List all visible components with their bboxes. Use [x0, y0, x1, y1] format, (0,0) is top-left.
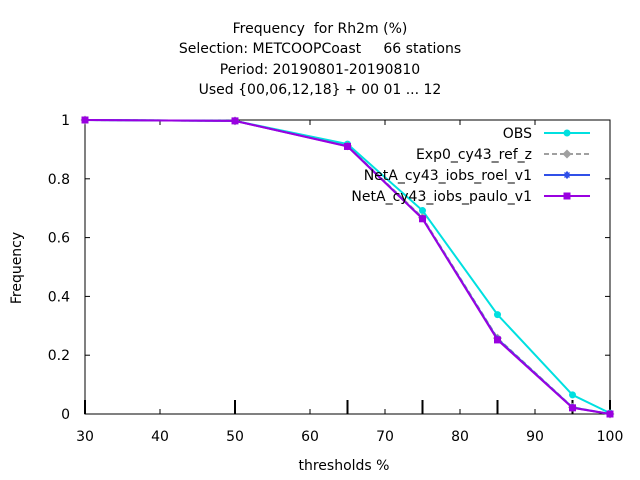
x-tick-label: 30 — [76, 429, 94, 445]
y-tick-label: 0.6 — [48, 231, 70, 247]
legend-label: NetA_cy43_iobs_roel_v1 — [364, 168, 532, 184]
x-tick-label: 100 — [597, 429, 624, 445]
data-point — [419, 215, 426, 223]
legend-label: Exp0_cy43_ref_z — [416, 147, 532, 163]
x-tick-label: 60 — [301, 429, 319, 445]
legend-label: NetA_cy43_iobs_paulo_v1 — [351, 189, 532, 205]
data-point — [494, 336, 501, 344]
legend-marker — [563, 192, 571, 200]
data-point — [231, 117, 239, 125]
series-3 — [81, 116, 614, 418]
x-tick-label: 50 — [226, 429, 244, 445]
data-point — [81, 116, 89, 124]
x-axis-label: thresholds % — [299, 458, 390, 474]
x-tick-label: 70 — [376, 429, 394, 445]
x-tick-label: 40 — [151, 429, 169, 445]
title-line-2: Selection: METCOOPCoast 66 stations — [178, 41, 462, 57]
y-tick-label: 0.4 — [48, 289, 70, 305]
data-point — [344, 142, 351, 150]
legend-marker — [563, 171, 571, 179]
data-point — [569, 391, 576, 399]
title-line-4: Used {00,06,12,18} + 00 01 ... 12 — [198, 82, 442, 98]
legend-marker — [562, 149, 572, 159]
legend-marker — [563, 129, 571, 137]
legend: OBS Exp0_cy43_ref_z NetA_cy43_iobs_roel_v1… — [351, 126, 590, 205]
series-group — [80, 115, 615, 419]
legend-label: OBS — [503, 126, 532, 142]
title-line-3: Period: 20190801-20190810 — [219, 62, 421, 78]
data-point — [606, 410, 614, 418]
series-line — [84, 119, 611, 415]
data-point — [494, 311, 501, 319]
data-point — [569, 404, 576, 412]
x-tick-label: 80 — [451, 429, 469, 445]
y-tick-label: 0.8 — [48, 172, 70, 188]
title-line-1: Frequency for Rh2m (%) — [232, 21, 408, 37]
tick-group: 30 40 50 60 70 80 90 100 0 0.2 0.4 0.6 0.8 1 — [48, 113, 624, 445]
y-tick-label: 0 — [61, 407, 70, 423]
y-tick-label: 1 — [61, 113, 70, 129]
y-tick-label: 0.2 — [48, 348, 70, 364]
y-axis-label: Frequency — [9, 232, 25, 304]
x-tick-label: 90 — [526, 429, 544, 445]
data-point — [419, 207, 426, 215]
